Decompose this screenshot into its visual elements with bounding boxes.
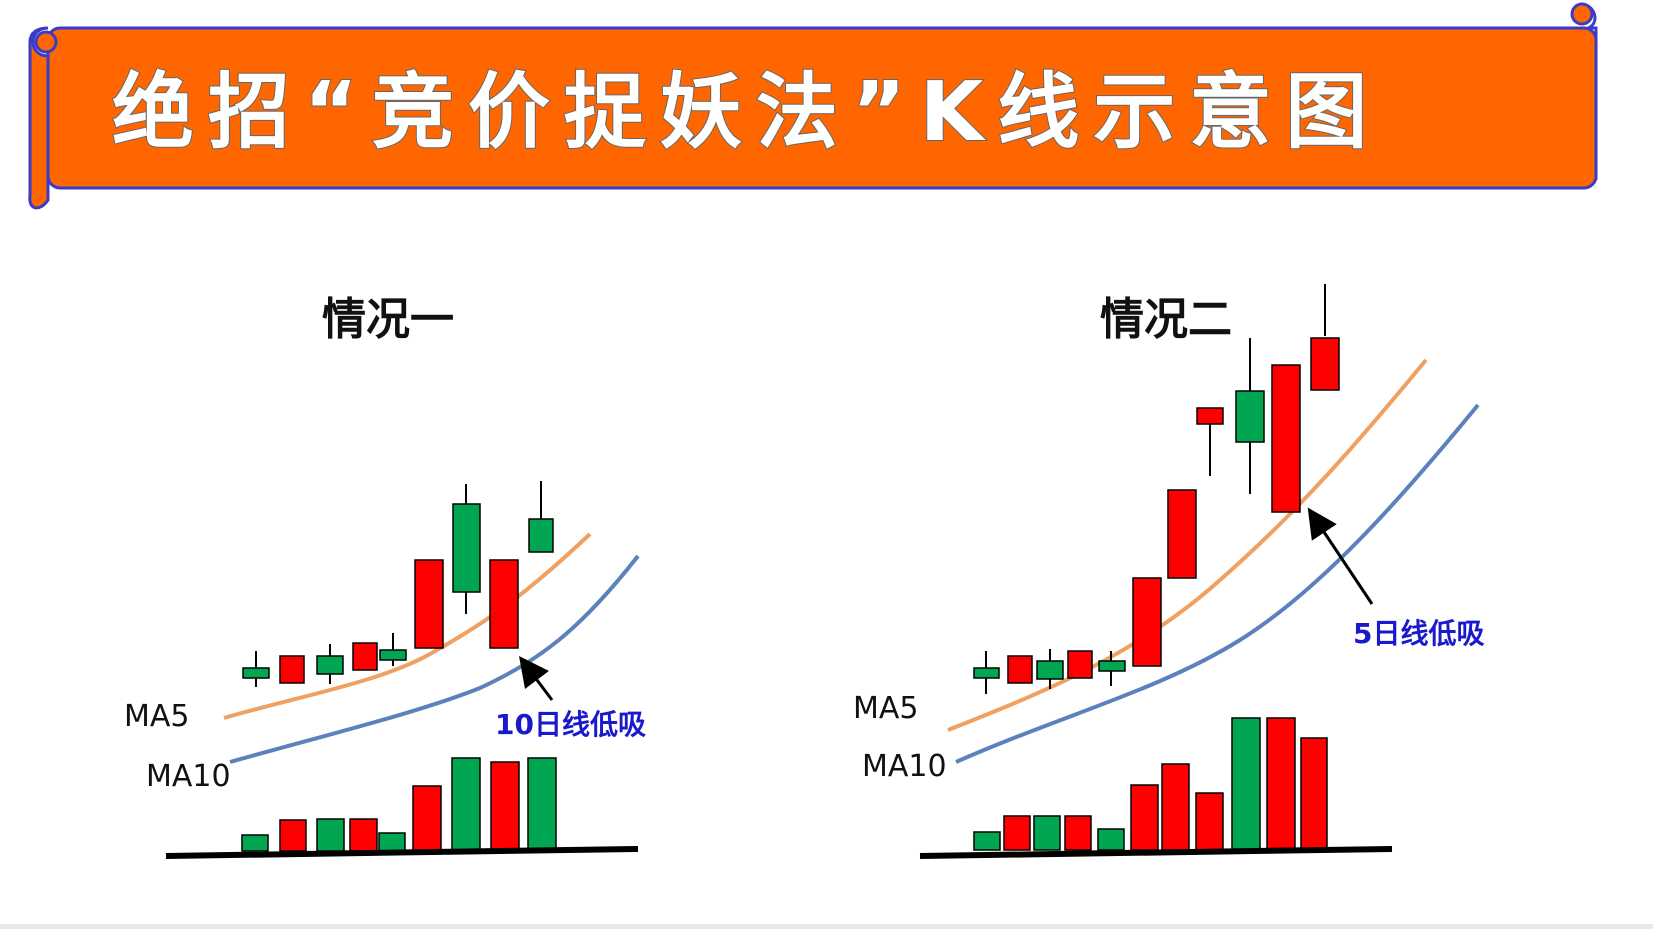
- volume-bar: [241, 834, 269, 852]
- volume-bars-1: [241, 757, 557, 852]
- candle-up: [1167, 489, 1197, 579]
- banner-left-curl: [28, 26, 50, 210]
- panel-2-title: 情况二: [1100, 294, 1232, 345]
- candles-1: [242, 481, 554, 687]
- volume-bar: [1300, 737, 1328, 851]
- candle-up: [1196, 407, 1224, 425]
- ma5-line: [223, 532, 592, 720]
- volume-baseline: [165, 846, 639, 859]
- candle-up: [1271, 364, 1301, 513]
- candle-down: [1036, 660, 1064, 680]
- volume-bar: [349, 818, 378, 852]
- volume-bar: [1266, 717, 1296, 851]
- candle-down: [973, 667, 1000, 679]
- ma5-label: MA5: [853, 691, 919, 726]
- candle-up: [279, 655, 305, 684]
- arrow-icon: [519, 656, 554, 701]
- candle-down: [528, 518, 554, 553]
- ma10-line: [955, 403, 1480, 764]
- bottom-edge: [0, 924, 1653, 929]
- volume-bar: [1161, 763, 1190, 851]
- candle-up: [1132, 577, 1162, 667]
- panel-1: 情况一: [124, 294, 646, 859]
- volume-bar: [1097, 828, 1125, 851]
- ma5-label: MA5: [124, 699, 190, 734]
- volume-bar: [412, 785, 442, 852]
- volume-baseline: [919, 846, 1393, 859]
- volume-bar: [279, 819, 307, 852]
- title-banner: 绝招“竞价捉妖法”K线示意图: [28, 2, 1598, 210]
- ma10-label: MA10: [862, 749, 947, 784]
- candle-up: [1007, 655, 1033, 684]
- low-buy-note: 5日线低吸: [1353, 617, 1484, 650]
- candle-up: [414, 559, 444, 649]
- volume-bar: [1130, 784, 1159, 851]
- volume-bar: [316, 818, 345, 852]
- volume-bar: [451, 757, 481, 852]
- candle-up: [1310, 337, 1340, 391]
- candle-up: [352, 642, 378, 671]
- candle-down: [1098, 660, 1126, 672]
- page-title: 绝招“竞价捉妖法”K线示意图: [112, 65, 1381, 160]
- panel-2: 情况二: [853, 284, 1484, 859]
- volume-bar: [490, 761, 520, 852]
- ma10-label: MA10: [146, 759, 231, 794]
- volume-bar: [1003, 815, 1031, 851]
- banner-right-roll: [1570, 2, 1594, 26]
- banner-left-roll: [34, 30, 58, 54]
- volume-bars-2: [973, 717, 1328, 851]
- panel-1-title: 情况一: [322, 294, 454, 345]
- volume-bar: [527, 757, 557, 852]
- volume-bar: [1231, 717, 1261, 851]
- candle-down: [242, 667, 270, 679]
- candles-2: [973, 284, 1340, 694]
- volume-bar: [1064, 815, 1092, 851]
- candle-up: [1067, 650, 1093, 679]
- candle-down: [452, 503, 481, 593]
- volume-bar: [973, 831, 1001, 851]
- ma10-line: [229, 554, 640, 764]
- low-buy-note: 10日线低吸: [495, 708, 646, 741]
- volume-bar: [1033, 815, 1061, 851]
- arrow-icon: [1307, 507, 1374, 605]
- candle-down: [316, 655, 344, 675]
- volume-bar: [378, 832, 406, 852]
- ma5-line: [947, 358, 1428, 732]
- candle-up: [489, 559, 519, 649]
- candle-down: [1235, 390, 1265, 443]
- volume-bar: [1195, 792, 1224, 851]
- candle-down: [379, 649, 407, 661]
